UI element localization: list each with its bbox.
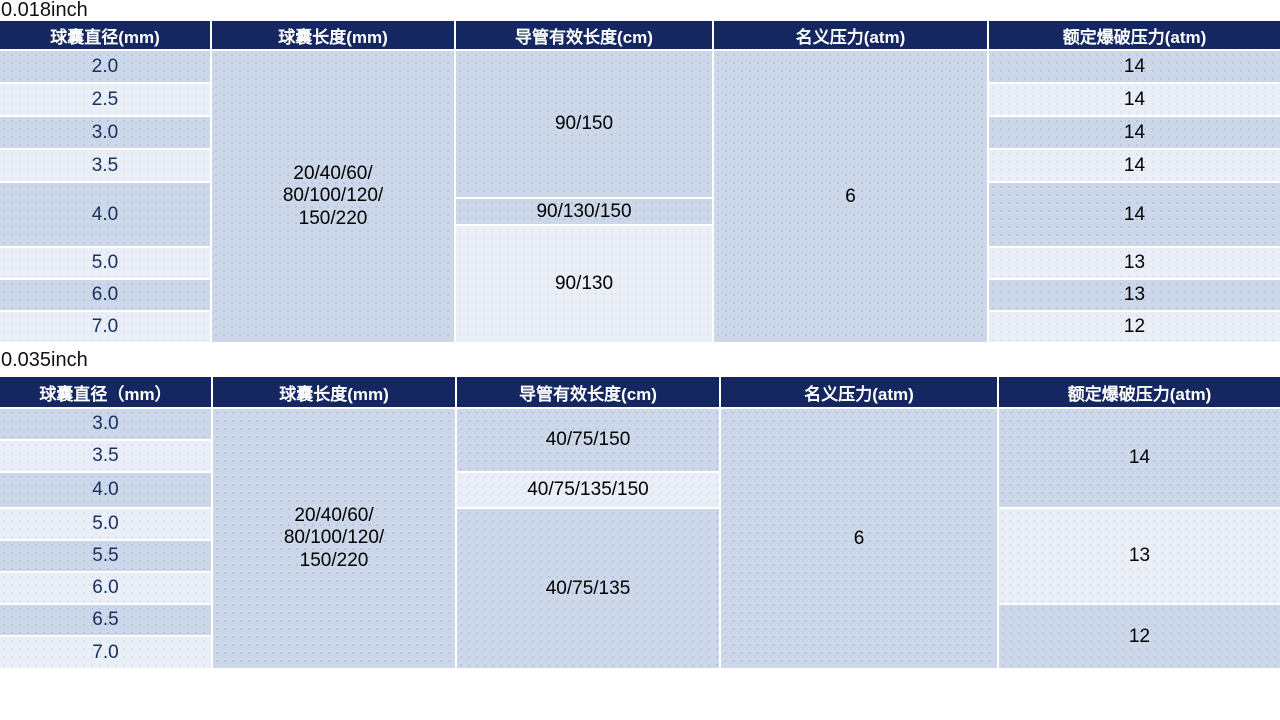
burst-pressure-cell: 14 bbox=[989, 117, 1280, 148]
burst-pressure-cell: 14 bbox=[989, 84, 1280, 115]
header-balloon-diameter: 球囊直径(mm) bbox=[0, 21, 210, 49]
catheter-length-cell: 90/130/150 bbox=[456, 199, 712, 224]
table-title-035inch: 0.035inch bbox=[1, 349, 88, 371]
burst-pressure-cell: 12 bbox=[989, 312, 1280, 342]
diameter-cell: 2.5 bbox=[0, 84, 210, 115]
nominal-pressure-cell: 6 bbox=[721, 409, 997, 668]
diameter-cell: 7.0 bbox=[0, 312, 210, 342]
spec-table-035inch: 球囊直径（mm） 球囊长度(mm) 导管有效长度(cm) 名义压力(atm) 额… bbox=[0, 377, 1280, 668]
balloon-length-line: 20/40/60/ bbox=[293, 162, 373, 184]
header-balloon-length: 球囊长度(mm) bbox=[212, 21, 454, 49]
catheter-length-cell: 40/75/135/150 bbox=[457, 473, 719, 507]
burst-pressure-cell: 14 bbox=[999, 409, 1280, 507]
burst-pressure-cell: 13 bbox=[989, 248, 1280, 278]
nominal-pressure-cell: 6 bbox=[714, 51, 987, 342]
burst-pressure-cell: 13 bbox=[989, 280, 1280, 310]
balloon-length-line: 80/100/120/ bbox=[283, 527, 385, 549]
header-nominal-pressure: 名义压力(atm) bbox=[721, 377, 997, 407]
header-catheter-length: 导管有效长度(cm) bbox=[457, 377, 719, 407]
table-title-018inch: 0.018inch bbox=[1, 0, 88, 21]
diameter-cell: 4.0 bbox=[0, 183, 210, 246]
header-catheter-length: 导管有效长度(cm) bbox=[456, 21, 712, 49]
diameter-cell: 5.5 bbox=[0, 541, 211, 571]
catheter-length-cell: 90/130 bbox=[456, 226, 712, 342]
header-nominal-pressure: 名义压力(atm) bbox=[714, 21, 987, 49]
balloon-length-line: 80/100/120/ bbox=[282, 185, 384, 207]
diameter-cell: 3.0 bbox=[0, 117, 210, 148]
balloon-length-line: 150/220 bbox=[299, 549, 369, 571]
catheter-length-cell: 40/75/150 bbox=[457, 409, 719, 471]
header-balloon-diameter: 球囊直径（mm） bbox=[0, 377, 211, 407]
header-burst-pressure: 额定爆破压力(atm) bbox=[989, 21, 1280, 49]
diameter-cell: 2.0 bbox=[0, 51, 210, 82]
burst-pressure-cell: 14 bbox=[989, 150, 1280, 181]
diameter-cell: 5.0 bbox=[0, 248, 210, 278]
catheter-length-cell: 90/150 bbox=[456, 51, 712, 197]
diameter-cell: 3.0 bbox=[0, 409, 211, 439]
header-balloon-length: 球囊长度(mm) bbox=[213, 377, 455, 407]
burst-pressure-cell: 14 bbox=[989, 51, 1280, 82]
balloon-length-cell: 20/40/60/ 80/100/120/ 150/220 bbox=[213, 409, 455, 668]
diameter-cell: 3.5 bbox=[0, 150, 210, 181]
balloon-length-line: 20/40/60/ bbox=[294, 504, 374, 526]
burst-pressure-cell: 14 bbox=[989, 183, 1280, 246]
diameter-cell: 5.0 bbox=[0, 509, 211, 539]
diameter-cell: 6.5 bbox=[0, 605, 211, 635]
catheter-length-cell: 40/75/135 bbox=[457, 509, 719, 668]
burst-pressure-cell: 12 bbox=[999, 605, 1280, 668]
spec-table-018inch: 球囊直径(mm) 球囊长度(mm) 导管有效长度(cm) 名义压力(atm) 额… bbox=[0, 21, 1280, 342]
diameter-cell: 6.0 bbox=[0, 573, 211, 603]
balloon-length-cell: 20/40/60/ 80/100/120/ 150/220 bbox=[212, 51, 454, 342]
header-burst-pressure: 额定爆破压力(atm) bbox=[999, 377, 1280, 407]
balloon-length-line: 150/220 bbox=[298, 207, 368, 229]
diameter-cell: 4.0 bbox=[0, 473, 211, 507]
burst-pressure-cell: 13 bbox=[999, 509, 1280, 603]
diameter-cell: 6.0 bbox=[0, 280, 210, 310]
diameter-cell: 3.5 bbox=[0, 441, 211, 471]
diameter-cell: 7.0 bbox=[0, 637, 211, 668]
